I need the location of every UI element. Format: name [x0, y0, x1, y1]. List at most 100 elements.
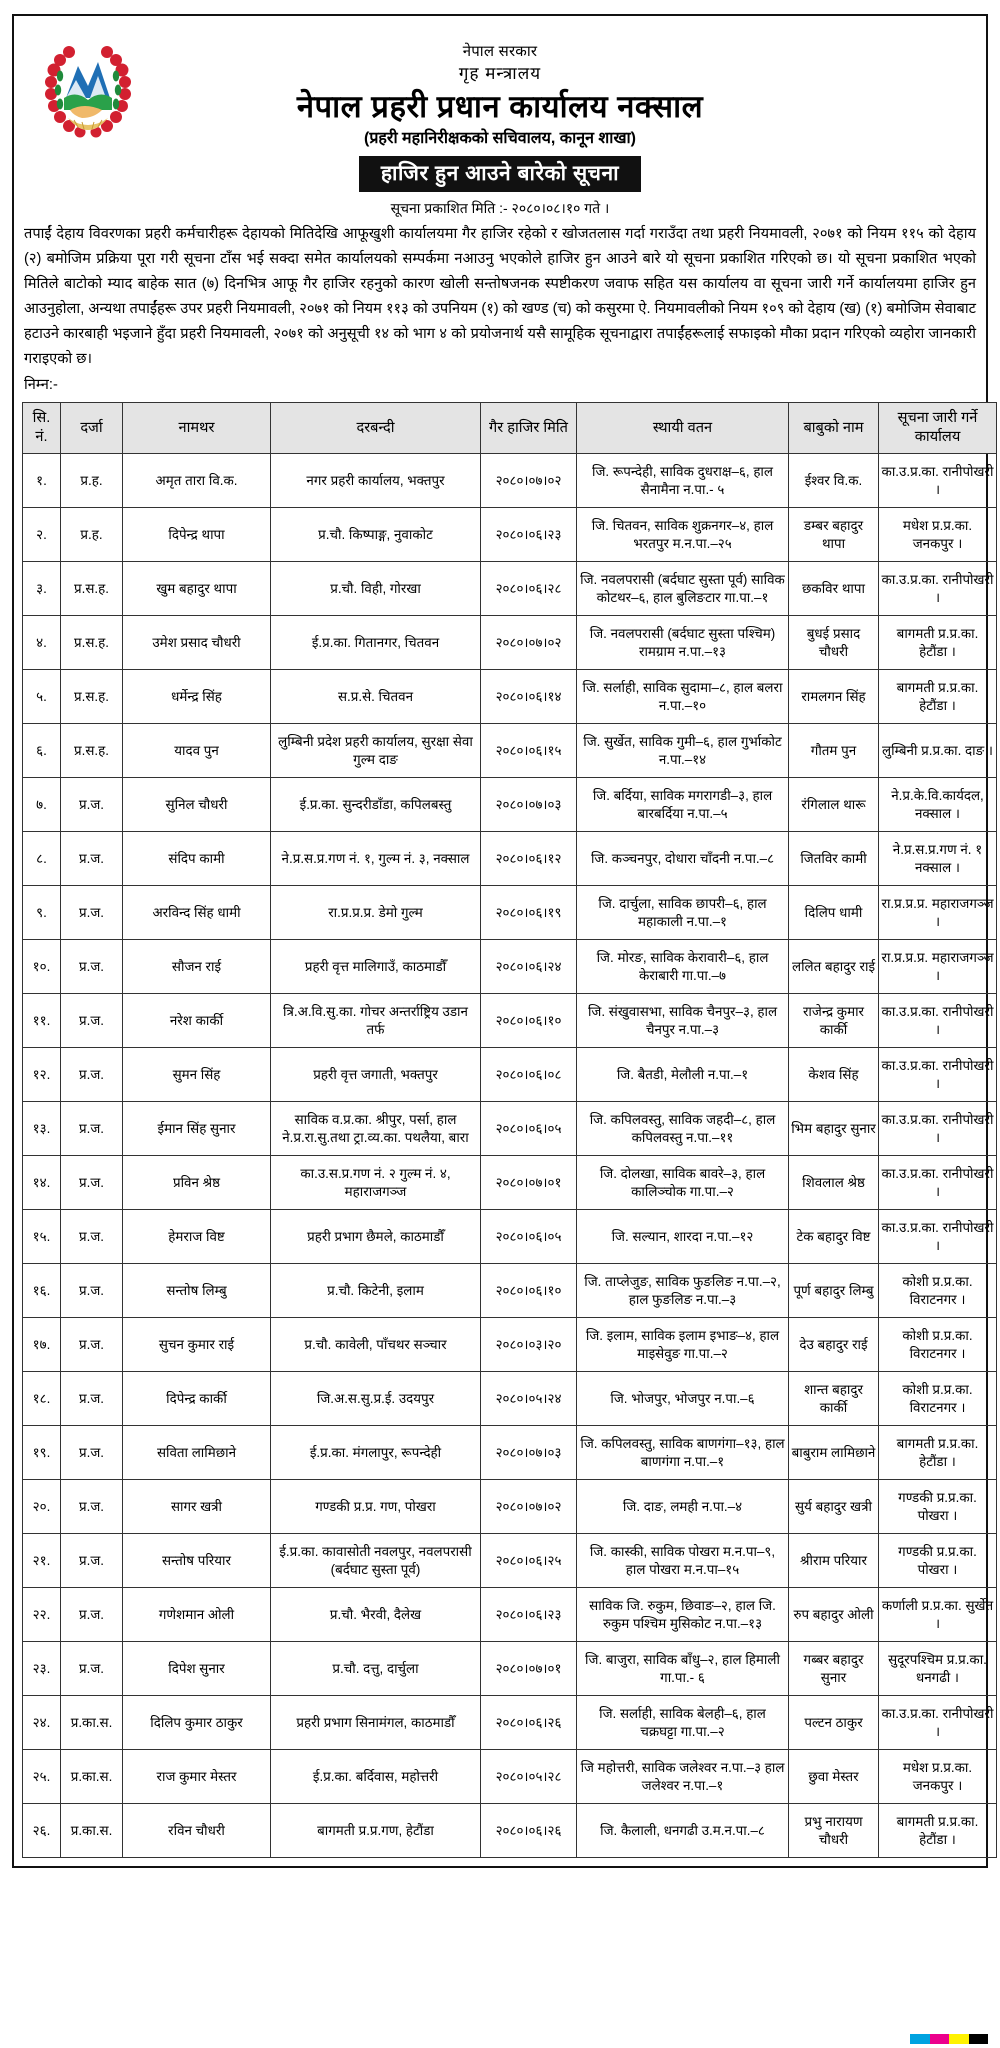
color-calibration-strip: [910, 2034, 988, 2044]
cell-serial: ६.: [22, 723, 61, 778]
cell-absent-date: २०८०।०३।२०: [480, 1317, 577, 1372]
cell-name: अरविन्द सिंह धामी: [122, 885, 271, 940]
cell-issuing-office: रा.प्र.प्र.प्र. महाराजगञ्ज ।: [878, 939, 997, 994]
cell-rank: प्र.ज.: [60, 1209, 123, 1264]
cell-serial: २२.: [22, 1587, 61, 1642]
cell-address: जि. नवलपरासी (बर्दघाट सुस्ता पूर्व) सावि…: [576, 561, 789, 616]
cell-issuing-office: कोशी प्र.प्र.का. विराटनगर ।: [878, 1263, 997, 1318]
cell-serial: ५.: [22, 669, 61, 724]
table-row: ९. प्र.ज. अरविन्द सिंह धामी रा.प्र.प्र.प्र.…: [22, 885, 997, 940]
cell-serial: १६.: [22, 1263, 61, 1318]
cell-absent-date: २०८०।०७।०३: [480, 777, 577, 832]
cell-name: दिपेन्द्र थापा: [122, 507, 271, 562]
table-row: १४. प्र.ज. प्रविन श्रेष्ठ का.उ.स.प्र.गण नं.…: [22, 1155, 997, 1210]
cell-absent-date: २०८०।०६।०५: [480, 1209, 577, 1264]
cell-issuing-office: का.उ.प्र.का. रानीपोखरी ।: [878, 1209, 997, 1264]
cell-serial: ११.: [22, 993, 61, 1048]
nepal-government-emblem: [45, 46, 131, 138]
cell-serial: १७.: [22, 1317, 61, 1372]
cell-name: संदिप कामी: [122, 831, 271, 886]
cell-post: लुम्बिनी प्रदेश प्रहरी कार्यालय, सुरक्षा…: [270, 723, 481, 778]
cell-absent-date: २०८०।०५।२४: [480, 1371, 577, 1426]
cell-rank: प्र.ज.: [60, 1641, 123, 1696]
cell-rank: प्र.स.ह.: [60, 723, 123, 778]
table-row: २०. प्र.ज. सागर खत्री गण्डकी प्र.प्र. गण, प…: [22, 1479, 997, 1534]
cell-post: ई.प्र.का. कावासोती नवलपुर, नवलपरासी (बर्…: [270, 1533, 481, 1588]
document-frame: नेपाल सरकार गृह मन्त्रालय नेपाल प्रहरी प…: [12, 14, 997, 1868]
cell-post: त्रि.अ.वि.सु.का. गोचर अन्तर्राष्ट्रिय उड…: [270, 993, 481, 1048]
cell-father-name: देउ बहादुर राई: [788, 1317, 879, 1372]
cell-absent-date: २०८०।०६।०५: [480, 1101, 577, 1156]
cell-rank: प्र.ज.: [60, 831, 123, 886]
cell-issuing-office: बागमती प्र.प्र.का. हेटौंडा ।: [878, 669, 997, 724]
cell-rank: प्र.स.ह.: [60, 615, 123, 670]
cell-issuing-office: बागमती प्र.प्र.का. हेटौंडा ।: [878, 615, 997, 670]
cell-name: सागर खत्री: [122, 1479, 271, 1534]
cell-post: जि.अ.स.सु.प्र.ई. उदयपुर: [270, 1371, 481, 1426]
cell-father-name: शिवलाल श्रेष्ठ: [788, 1155, 879, 1210]
cell-address: जि. कञ्चनपुर, दोधारा चाँदनी न.पा.–८: [576, 831, 789, 886]
absentee-roster-table: सि. नं. दर्जा नामथर दरबन्दी गैर हाजिर मि…: [22, 402, 997, 1858]
table-row: १२. प्र.ज. सुमन सिंह प्रहरी वृत्त जगाती, भक…: [22, 1047, 997, 1102]
strip-magenta: [929, 2034, 949, 2044]
cell-issuing-office: गण्डकी प्र.प्र.का. पोखरा ।: [878, 1533, 997, 1588]
cell-issuing-office: का.उ.प्र.का. रानीपोखरी ।: [878, 1155, 997, 1210]
cell-absent-date: २०८०।०७।०२: [480, 1479, 577, 1534]
cell-father-name: पल्टन ठाकुर: [788, 1695, 879, 1750]
cell-address: जि. बर्दिया, साविक मगरागडी–३, हाल बारबर्…: [576, 777, 789, 832]
table-row: १०. प्र.ज. सौजन राई प्रहरी वृत्त मालिगाउँ, …: [22, 939, 997, 994]
cell-address: जि. सल्यान, शारदा न.पा.–१२: [576, 1209, 789, 1264]
cell-address: जि. सर्लाही, साविक बेलही–६, हाल चक्रघट्ट…: [576, 1695, 789, 1750]
cell-post: ई.प्र.का. मंगलापुर, रूपन्देही: [270, 1425, 481, 1480]
table-row: २५. प्र.का.स. राज कुमार मेस्तर ई.प्र.का. बर…: [22, 1749, 997, 1804]
cell-address: जि. चितवन, साविक शुक्रनगर–४, हाल भरतपुर …: [576, 507, 789, 562]
notice-title-banner: हाजिर हुन आउने बारेको सूचना: [358, 156, 642, 192]
cell-father-name: जितविर कामी: [788, 831, 879, 886]
cell-absent-date: २०८०।०७।०३: [480, 1425, 577, 1480]
cell-name: धर्मेन्द्र सिंह: [122, 669, 271, 724]
table-row: ४. प्र.स.ह. उमेश प्रसाद चौधरी ई.प्र.का. गित…: [22, 615, 997, 670]
cell-address: जि. मोरङ, साविक केरावारी–६, हाल केराबारी…: [576, 939, 789, 994]
cell-rank: प्र.ज.: [60, 1371, 123, 1426]
cell-rank: प्र.ज.: [60, 993, 123, 1048]
cell-father-name: छुवा मेस्तर: [788, 1749, 879, 1804]
cell-post: प्र.चौ. किटेनी, इलाम: [270, 1263, 481, 1318]
cell-rank: प्र.स.ह.: [60, 669, 123, 724]
cell-serial: १३.: [22, 1101, 61, 1156]
cell-post: प्रहरी प्रभाग सिनामंगल, काठमाडौँ: [270, 1695, 481, 1750]
cell-issuing-office: कर्णाली प्र.प्र.का. सुर्खेत ।: [878, 1587, 997, 1642]
cell-absent-date: २०८०।०७।०२: [480, 453, 577, 508]
cell-issuing-office: रा.प्र.प्र.प्र. महाराजगञ्ज ।: [878, 885, 997, 940]
table-header-row: सि. नं. दर्जा नामथर दरबन्दी गैर हाजिर मि…: [22, 402, 997, 454]
table-header: सि. नं. दर्जा नामथर दरबन्दी गैर हाजिर मि…: [22, 402, 997, 454]
cell-issuing-office: का.उ.प्र.का. रानीपोखरी ।: [878, 1101, 997, 1156]
cell-post: प्र.चौ. दत्तु, दार्चुला: [270, 1641, 481, 1696]
cell-name: सन्तोष परियार: [122, 1533, 271, 1588]
table-row: ७. प्र.ज. सुनिल चौधरी ई.प्र.का. सुन्दरीडाँड…: [22, 777, 997, 832]
cell-serial: ४.: [22, 615, 61, 670]
notice-body-paragraph: तपाईं देहाय विवरणका प्रहरी कर्मचारीहरू द…: [24, 226, 976, 367]
table-row: २१. प्र.ज. सन्तोष परियार ई.प्र.का. कावासोती…: [22, 1533, 997, 1588]
document-header: नेपाल सरकार गृह मन्त्रालय नेपाल प्रहरी प…: [22, 22, 978, 218]
cell-serial: ३.: [22, 561, 61, 616]
cell-serial: १९.: [22, 1425, 61, 1480]
cell-address: जि. दार्चुला, साविक छापरी–६, हाल महाकाली…: [576, 885, 789, 940]
cell-absent-date: २०८०।०६।२३: [480, 1587, 577, 1642]
cell-issuing-office: का.उ.प्र.का. रानीपोखरी ।: [878, 993, 997, 1048]
cell-serial: १.: [22, 453, 61, 508]
cell-rank: प्र.ज.: [60, 1101, 123, 1156]
cell-serial: २६.: [22, 1803, 61, 1858]
cell-absent-date: २०८०।०६।०८: [480, 1047, 577, 1102]
cell-post: का.उ.स.प्र.गण नं. २ गुल्म नं. ४, महाराजग…: [270, 1155, 481, 1210]
cell-serial: १२.: [22, 1047, 61, 1102]
cell-absent-date: २०८०।०६।२५: [480, 1533, 577, 1588]
column-header-address: स्थायी वतन: [576, 402, 789, 454]
cell-absent-date: २०८०।०६।१०: [480, 1263, 577, 1318]
cell-address: जि. कास्की, साविक पोखरा म.न.पा–९, हाल पो…: [576, 1533, 789, 1588]
cell-issuing-office: लुम्बिनी प्र.प्र.का. दाङ ।: [878, 723, 997, 778]
cell-rank: प्र.का.स.: [60, 1695, 123, 1750]
cell-name: राज कुमार मेस्तर: [122, 1749, 271, 1804]
table-row: ६. प्र.स.ह. यादव पुन लुम्बिनी प्रदेश प्रहरी…: [22, 723, 997, 778]
cell-name: अमृत तारा वि.क.: [122, 453, 271, 508]
